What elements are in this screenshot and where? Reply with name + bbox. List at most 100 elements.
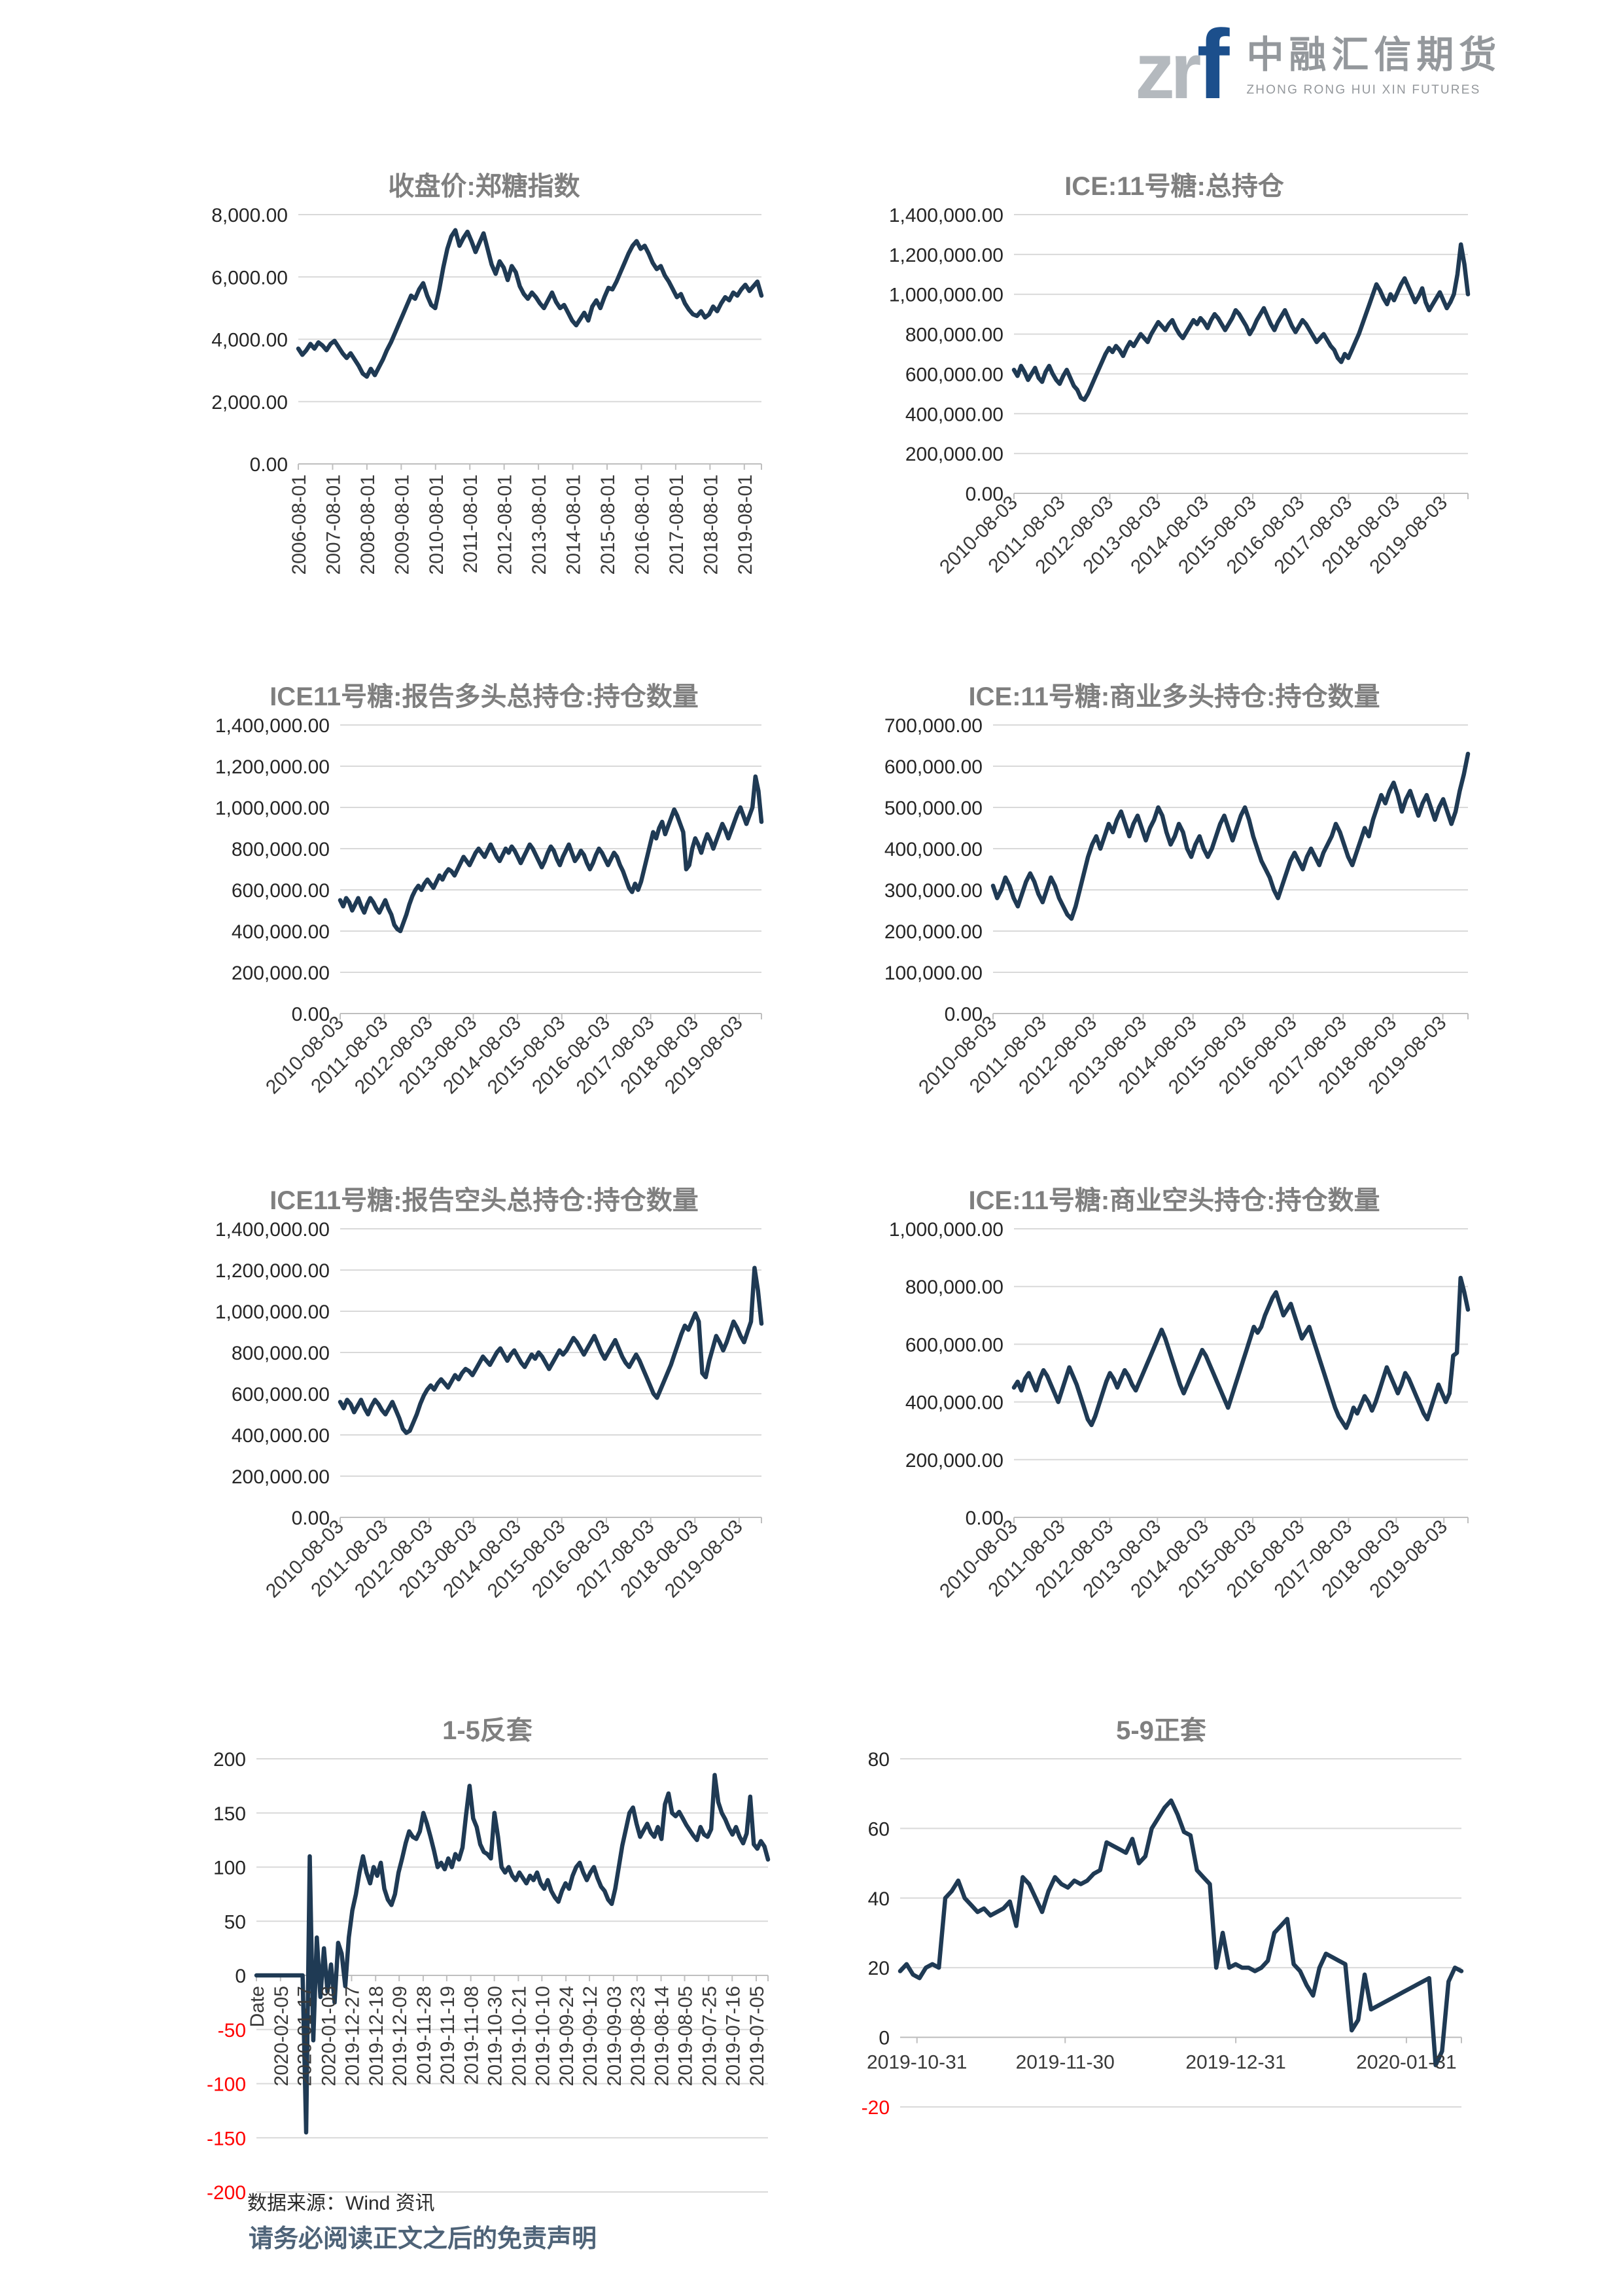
- svg-text:0.00: 0.00: [945, 1004, 983, 1025]
- chart-ice11-commercial-short: ICE:11号糖:商业空头持仓:持仓数量 1,000,000.00 800,000…: [870, 1179, 1478, 1655]
- line-chart-canvas: 8,000.00 6,000.00 4,000.00 2,000.00 0.002006…: [211, 205, 764, 574]
- line-chart-canvas: 200 150 100 50 0 -50 -100 -150 -200 Date 2020-02-0…: [207, 1749, 771, 2204]
- svg-text:200,000.00: 200,000.00: [905, 444, 1003, 465]
- svg-text:2019-10-30: 2019-10-30: [485, 1986, 506, 2086]
- svg-text:700,000.00: 700,000.00: [884, 716, 983, 737]
- svg-text:2008-08-01: 2008-08-01: [357, 474, 379, 574]
- svg-text:2020-01-17: 2020-01-17: [294, 1986, 316, 2086]
- svg-text:200,000.00: 200,000.00: [232, 1466, 330, 1488]
- svg-text:2019-07-25: 2019-07-25: [699, 1986, 720, 2086]
- svg-text:2019-09-03: 2019-09-03: [604, 1986, 625, 2086]
- chart-title: ICE11号糖:报告空头总持仓:持仓数量: [270, 1186, 699, 1215]
- svg-text:2019-08-23: 2019-08-23: [627, 1986, 649, 2086]
- svg-text:8,000.00: 8,000.00: [211, 205, 288, 226]
- svg-text:2019-12-18: 2019-12-18: [366, 1986, 387, 2086]
- svg-text:2019-07-16: 2019-07-16: [722, 1986, 744, 2086]
- chart-ice11-reported-short: ICE11号糖:报告空头总持仓:持仓数量 1,400,000.00 1,200,0…: [196, 1179, 772, 1655]
- svg-text:2019-12-09: 2019-12-09: [389, 1986, 411, 2086]
- svg-text:500,000.00: 500,000.00: [884, 798, 983, 819]
- svg-text:0.00: 0.00: [966, 1508, 1003, 1529]
- svg-text:2019-11-28: 2019-11-28: [413, 1986, 435, 2085]
- svg-text:2019-10-10: 2019-10-10: [532, 1986, 553, 2086]
- svg-text:2019-11-08: 2019-11-08: [461, 1986, 483, 2085]
- svg-text:0: 0: [879, 2028, 890, 2049]
- svg-text:600,000.00: 600,000.00: [232, 880, 330, 902]
- svg-text:1,400,000.00: 1,400,000.00: [889, 205, 1003, 226]
- svg-text:2012-08-01: 2012-08-01: [495, 474, 516, 574]
- svg-text:2019-11-30: 2019-11-30: [1016, 2052, 1115, 2074]
- svg-text:800,000.00: 800,000.00: [232, 1343, 330, 1364]
- svg-text:40: 40: [868, 1888, 890, 1910]
- company-logo: zrf 中融汇信期货 ZHONG RONG HUI XIN FUTURES: [1135, 15, 1501, 113]
- company-name-english: ZHONG RONG HUI XIN FUTURES: [1246, 83, 1481, 97]
- svg-text:2,000.00: 2,000.00: [211, 392, 288, 414]
- chart-title: ICE:11号糖:商业多头持仓:持仓数量: [968, 682, 1380, 711]
- svg-text:400,000.00: 400,000.00: [905, 404, 1003, 425]
- svg-text:1,200,000.00: 1,200,000.00: [889, 245, 1003, 266]
- svg-text:-100: -100: [207, 2074, 246, 2096]
- logo-names: 中融汇信期货 ZHONG RONG HUI XIN FUTURES: [1246, 25, 1501, 100]
- svg-text:2020-01-08: 2020-01-08: [318, 1986, 340, 2086]
- chart-ice11-reported-long: ICE11号糖:报告多头总持仓:持仓数量 1,400,000.00 1,200,0…: [196, 675, 772, 1151]
- disclaimer-note: 请务必阅读正文之后的免责声明: [249, 2225, 597, 2253]
- svg-text:600,000.00: 600,000.00: [905, 1334, 1003, 1356]
- svg-text:Date: Date: [247, 1986, 268, 2027]
- line-chart-canvas: 80 60 40 20 0 -20 2019-10-31 2019-11-30 2019-12-…: [862, 1749, 1464, 2119]
- svg-text:1,200,000.00: 1,200,000.00: [215, 1260, 330, 1282]
- svg-text:200,000.00: 200,000.00: [232, 963, 330, 984]
- line-chart-canvas: 1,400,000.00 1,200,000.00 1,000,000.00 800,…: [889, 205, 1471, 578]
- chart-title: ICE11号糖:报告多头总持仓:持仓数量: [270, 682, 699, 711]
- svg-text:2019-12-31: 2019-12-31: [1185, 2052, 1285, 2074]
- svg-text:400,000.00: 400,000.00: [905, 1392, 1003, 1414]
- svg-text:2009-08-01: 2009-08-01: [391, 474, 413, 574]
- line-chart-canvas: 700,000.00 600,000.00 500,000.00 400,000.00…: [884, 715, 1471, 1098]
- chart-title: ICE:11号糖:总持仓: [1064, 172, 1284, 201]
- svg-text:1,000,000.00: 1,000,000.00: [889, 285, 1003, 306]
- svg-text:2013-08-01: 2013-08-01: [529, 474, 550, 574]
- line-chart-canvas: 1,400,000.00 1,200,000.00 1,000,000.00 800,…: [215, 715, 764, 1098]
- data-source-note: 数据来源：Wind 资讯: [247, 2193, 435, 2214]
- svg-text:60: 60: [868, 1818, 890, 1840]
- svg-text:0.00: 0.00: [292, 1508, 330, 1529]
- svg-text:100: 100: [213, 1858, 246, 1879]
- svg-text:600,000.00: 600,000.00: [232, 1384, 330, 1405]
- svg-text:2019-12-27: 2019-12-27: [341, 1986, 363, 2086]
- svg-text:0.00: 0.00: [292, 1004, 330, 1025]
- logo-letters-zr: zr: [1135, 26, 1202, 116]
- svg-text:2006-08-01: 2006-08-01: [288, 474, 310, 574]
- svg-text:600,000.00: 600,000.00: [905, 364, 1003, 385]
- svg-text:4,000.00: 4,000.00: [211, 330, 288, 351]
- svg-text:2019-10-31: 2019-10-31: [867, 2052, 967, 2074]
- svg-text:2019-08-05: 2019-08-05: [675, 1986, 697, 2086]
- svg-text:400,000.00: 400,000.00: [232, 921, 330, 943]
- svg-text:800,000.00: 800,000.00: [232, 839, 330, 860]
- svg-text:2019-09-24: 2019-09-24: [556, 1986, 578, 2086]
- svg-text:0.00: 0.00: [250, 454, 288, 476]
- svg-text:2010-08-01: 2010-08-01: [426, 474, 447, 574]
- svg-text:150: 150: [213, 1803, 246, 1825]
- chart-zhengzhou-sugar-close: 收盘价:郑糖指数 8,000.00 6,000.00 4,000.00 2,000.0…: [196, 165, 772, 631]
- svg-text:2019-10-21: 2019-10-21: [508, 1986, 530, 2086]
- svg-text:200: 200: [213, 1750, 246, 1771]
- svg-text:-50: -50: [218, 2020, 246, 2041]
- svg-text:2014-08-01: 2014-08-01: [563, 474, 585, 574]
- svg-text:2017-08-01: 2017-08-01: [666, 474, 688, 574]
- logo-monogram: zrf: [1135, 15, 1229, 113]
- chart-title: 收盘价:郑糖指数: [388, 172, 580, 201]
- chart-ice11-commercial-long: ICE:11号糖:商业多头持仓:持仓数量 700,000.00 600,000.0…: [870, 675, 1478, 1151]
- svg-text:2020-02-05: 2020-02-05: [271, 1986, 292, 2086]
- svg-text:0.00: 0.00: [966, 484, 1003, 505]
- svg-text:0: 0: [235, 1966, 246, 1987]
- svg-text:-150: -150: [207, 2128, 246, 2149]
- svg-text:2018-08-01: 2018-08-01: [700, 474, 722, 574]
- svg-text:2019-11-19: 2019-11-19: [437, 1986, 459, 2085]
- svg-text:1,400,000.00: 1,400,000.00: [215, 1220, 330, 1241]
- line-chart-canvas: 1,000,000.00 800,000.00 600,000.00 400,000.…: [889, 1219, 1471, 1602]
- svg-text:80: 80: [868, 1750, 890, 1771]
- svg-text:1,000,000.00: 1,000,000.00: [215, 798, 330, 819]
- svg-text:20: 20: [868, 1958, 890, 1979]
- svg-text:2011-08-01: 2011-08-01: [460, 474, 481, 573]
- svg-text:100,000.00: 100,000.00: [884, 963, 983, 984]
- chart-ice11-total-open-interest: ICE:11号糖:总持仓 1,400,000.00 1,200,000.00 1,0…: [870, 165, 1478, 631]
- svg-text:1,000,000.00: 1,000,000.00: [889, 1220, 1003, 1241]
